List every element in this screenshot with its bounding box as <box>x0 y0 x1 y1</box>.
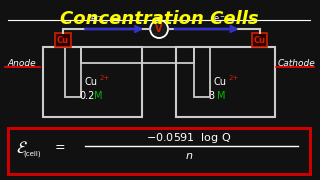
Circle shape <box>150 20 168 38</box>
Bar <box>252 33 268 47</box>
Text: 2+: 2+ <box>100 75 110 81</box>
Text: 2+: 2+ <box>229 75 239 81</box>
Text: Anode: Anode <box>8 58 36 68</box>
Bar <box>65 47 81 97</box>
Bar <box>176 47 276 117</box>
Bar <box>8 128 310 174</box>
Text: 3: 3 <box>209 91 215 101</box>
Text: e$^-$: e$^-$ <box>213 14 226 24</box>
Text: Cu: Cu <box>214 77 227 87</box>
Text: Cu: Cu <box>253 35 266 44</box>
Text: (cell): (cell) <box>23 151 41 157</box>
Text: Cathode: Cathode <box>277 58 315 68</box>
Text: e$^-$: e$^-$ <box>90 14 102 24</box>
Text: =: = <box>54 141 65 154</box>
Text: M: M <box>217 91 225 101</box>
Bar <box>194 47 210 97</box>
Bar <box>81 47 194 63</box>
Text: 0.2: 0.2 <box>80 91 95 101</box>
Text: $-$0.0591  log Q: $-$0.0591 log Q <box>146 131 232 145</box>
Text: Concentration Cells: Concentration Cells <box>60 10 259 28</box>
Text: V: V <box>155 24 163 34</box>
Bar <box>43 47 142 117</box>
Bar <box>55 33 71 47</box>
Text: Cu: Cu <box>57 35 69 44</box>
Text: $\mathcal{E}$: $\mathcal{E}$ <box>16 139 28 157</box>
Text: n: n <box>185 151 192 161</box>
Text: Cu: Cu <box>84 77 98 87</box>
Text: M: M <box>94 91 103 101</box>
